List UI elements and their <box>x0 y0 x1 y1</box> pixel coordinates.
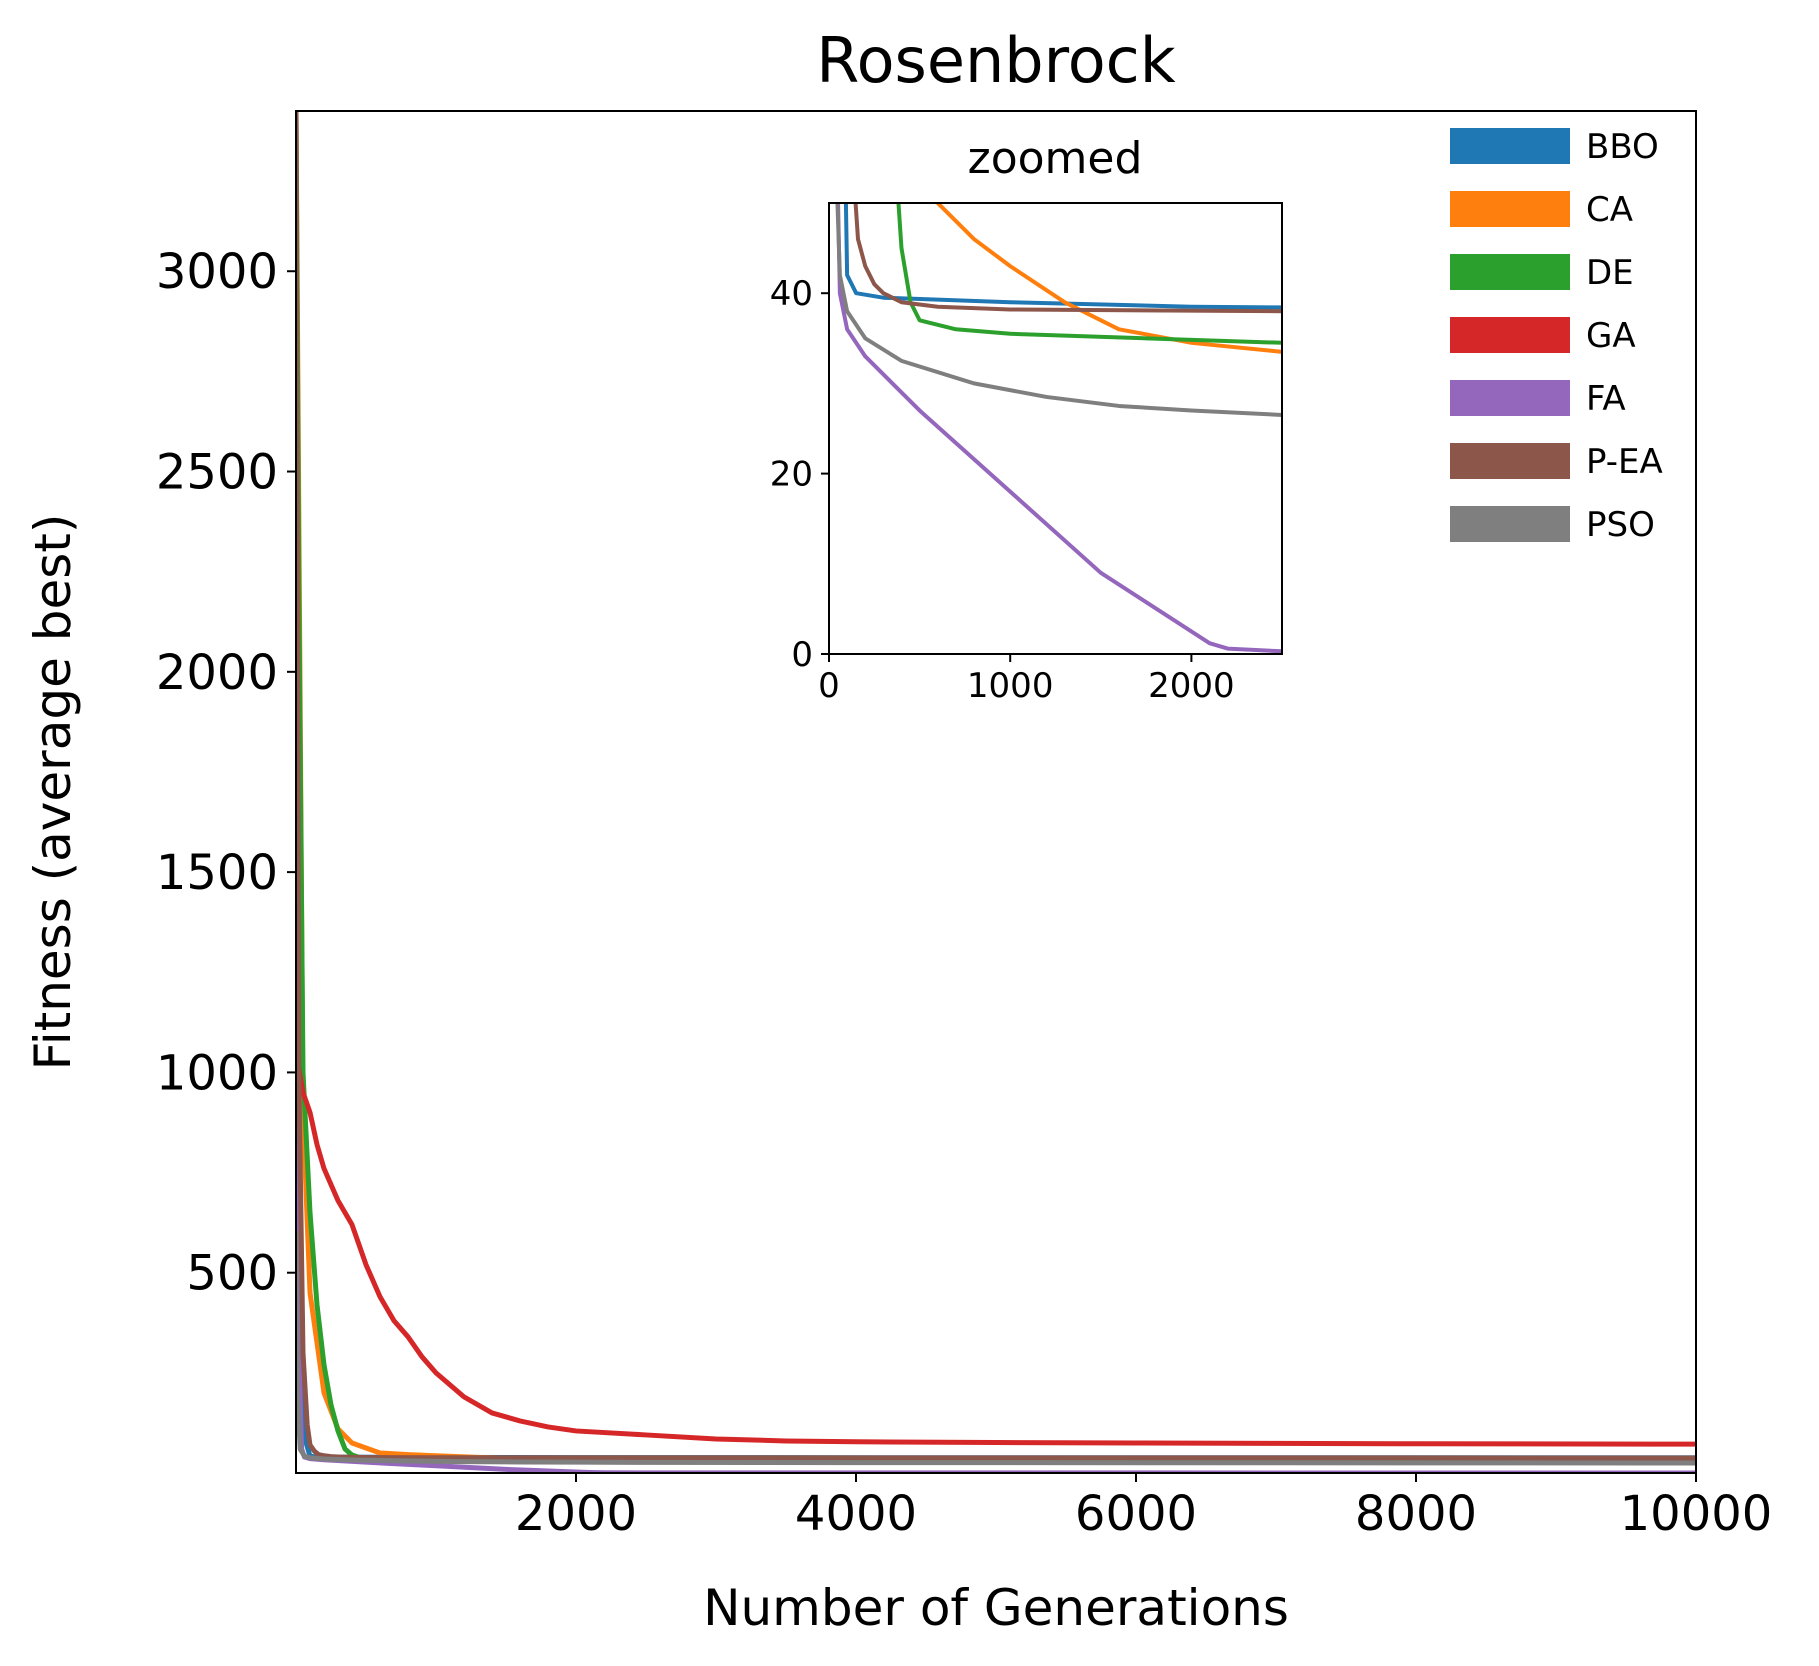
inset-series-line-fa <box>836 203 1282 654</box>
legend-swatch-bbo <box>1450 128 1570 164</box>
y-tick-label: 1000 <box>156 1045 278 1101</box>
legend: BBO CA DE GA FA P-EA PSO <box>1450 127 1663 545</box>
inset-title: zoomed <box>968 133 1143 184</box>
main-plot-frame <box>295 110 1697 1474</box>
legend-swatch-ca <box>1450 191 1570 227</box>
x-tick-label: 10000 <box>1620 1486 1773 1542</box>
y-axis-label: Fitness (average best) <box>24 514 82 1071</box>
inset-x-tick-label: 2000 <box>1148 666 1235 706</box>
inset-y-tick-label: 0 <box>791 635 813 675</box>
inset-series-line-bbo <box>843 203 1282 310</box>
y-tick-label: 1500 <box>156 845 278 901</box>
inset-y-tick-label: 40 <box>770 274 813 314</box>
legend-label-pso: PSO <box>1586 505 1655 545</box>
legend-label-ga: GA <box>1586 316 1636 356</box>
inset-x-tick-label: 0 <box>818 666 840 706</box>
x-tick-label: 4000 <box>795 1486 917 1542</box>
main-series-line-pso <box>296 1230 1696 1466</box>
main-axis-ticks: 2000 4000 6000 8000 100005001000150020002500… <box>156 244 1773 1542</box>
legend-label-ca: CA <box>1586 190 1633 230</box>
y-tick-label: 2500 <box>156 445 278 501</box>
inset-axis-ticks: 0 1000 2000 0 20 40 <box>770 274 1235 706</box>
legend-label-bbo: BBO <box>1586 127 1659 167</box>
inset-background <box>829 203 1282 654</box>
main-series-line-p-ea <box>296 111 1696 1461</box>
inset-plot-lines <box>835 203 1282 654</box>
inset-x-tick-label: 1000 <box>967 666 1054 706</box>
chart-title: Rosenbrock <box>816 24 1175 97</box>
inset-series-line-pso <box>835 203 1282 417</box>
legend-label-de: DE <box>1586 253 1634 293</box>
main-series-line-ga <box>296 1049 1696 1447</box>
x-tick-label: 6000 <box>1075 1486 1197 1542</box>
x-tick-label: 8000 <box>1355 1486 1477 1542</box>
y-tick-label: 500 <box>186 1246 278 1302</box>
inset-series-line-p-ea <box>853 203 1282 314</box>
main-plot-lines <box>296 111 1696 1473</box>
inset-series-line-de <box>896 203 1282 345</box>
inset-y-tick-label: 20 <box>770 455 813 495</box>
legend-label-p-ea: P-EA <box>1586 442 1663 482</box>
legend-swatch-ga <box>1450 317 1570 353</box>
x-tick-label: 2000 <box>515 1486 637 1542</box>
x-axis-label: Number of Generations <box>703 1579 1289 1637</box>
legend-swatch-pso <box>1450 506 1570 542</box>
legend-swatch-de <box>1450 254 1570 290</box>
legend-label-fa: FA <box>1586 379 1626 419</box>
legend-swatch-p-ea <box>1450 443 1570 479</box>
inset-series-line-ca <box>935 203 1282 354</box>
y-tick-label: 3000 <box>156 244 278 300</box>
y-tick-label: 2000 <box>156 645 278 701</box>
inset-plot-frame <box>828 202 1283 655</box>
legend-swatch-fa <box>1450 380 1570 416</box>
